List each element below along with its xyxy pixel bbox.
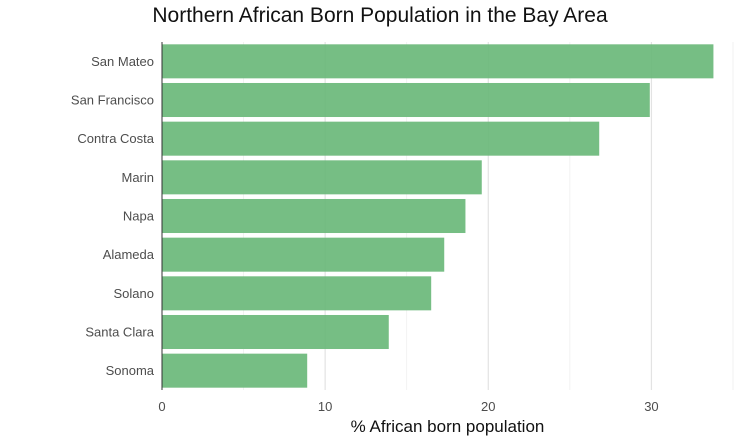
category-label: Marin bbox=[121, 170, 154, 185]
x-tick-label: 0 bbox=[158, 399, 165, 414]
category-label: Napa bbox=[123, 209, 155, 224]
chart-title: Northern African Born Population in the … bbox=[152, 4, 608, 27]
bar-solano bbox=[162, 276, 432, 311]
x-tick-labels: 0 10 20 30 bbox=[158, 399, 658, 414]
bars bbox=[162, 44, 714, 388]
bar-marin bbox=[162, 160, 482, 195]
bar-san-mateo bbox=[162, 44, 714, 79]
category-labels: San Mateo San Francisco Contra Costa Marin N… bbox=[71, 54, 155, 378]
x-axis-title: % African born population bbox=[351, 417, 545, 436]
bar-santa-clara bbox=[162, 314, 389, 350]
category-label: Alameda bbox=[103, 247, 155, 262]
bar-contra-costa bbox=[162, 121, 600, 156]
x-tick-label: 20 bbox=[481, 399, 495, 414]
bar-san-francisco bbox=[162, 82, 650, 118]
bar-napa bbox=[162, 198, 466, 234]
bar-sonoma bbox=[162, 353, 308, 388]
category-label: San Francisco bbox=[71, 93, 154, 108]
x-tick-label: 10 bbox=[318, 399, 332, 414]
category-label: Sonoma bbox=[106, 363, 155, 378]
bar-alameda bbox=[162, 237, 445, 272]
category-label: Contra Costa bbox=[77, 131, 154, 146]
category-label: San Mateo bbox=[91, 54, 154, 69]
category-label: Solano bbox=[114, 286, 154, 301]
category-label: Santa Clara bbox=[85, 325, 154, 340]
x-tick-label: 30 bbox=[644, 399, 658, 414]
